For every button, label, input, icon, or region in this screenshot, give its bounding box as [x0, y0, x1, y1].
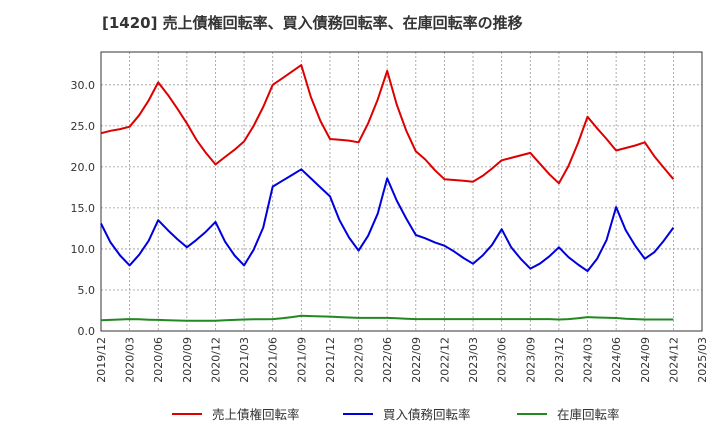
- legend-label: 買入債務回転率: [383, 407, 471, 422]
- x-tick-label: 2023/06: [496, 337, 509, 383]
- series-line-2: [100, 168, 675, 273]
- y-tick-label: 25.0: [71, 120, 96, 133]
- x-tick-label: 2024/03: [582, 337, 595, 383]
- x-tick-label: 2020/12: [209, 337, 222, 383]
- x-tick-label: 2022/09: [410, 337, 423, 383]
- x-tick-label: 2019/12: [95, 337, 108, 383]
- x-tick-label: 2023/12: [553, 337, 566, 383]
- y-axis: 0.0 5.0 10.0 15.0 20.0 25.0 30.0: [71, 79, 96, 338]
- x-tick-label: 2021/06: [267, 337, 280, 383]
- x-tick-label: 2024/06: [610, 337, 623, 383]
- y-tick-label: 5.0: [78, 284, 96, 297]
- y-tick-label: 0.0: [78, 325, 96, 338]
- x-tick-label: 2020/09: [181, 337, 194, 383]
- chart-title: [1420] 売上債権回転率、買入債務回転率、在庫回転率の推移: [102, 14, 523, 32]
- x-tick-label: 2021/12: [324, 337, 337, 383]
- y-tick-label: 10.0: [71, 243, 96, 256]
- x-tick-label: 2020/06: [152, 337, 165, 383]
- y-tick-label: 15.0: [71, 202, 96, 215]
- grid: [100, 52, 703, 332]
- x-tick-label: 2022/06: [381, 337, 394, 383]
- y-tick-label: 20.0: [71, 161, 96, 174]
- x-tick-label: 2021/03: [238, 337, 251, 383]
- x-tick-label: 2020/03: [124, 337, 137, 383]
- legend: 売上債権回転率 買入債務回転率 在庫回転率: [172, 407, 620, 422]
- legend-label: 在庫回転率: [557, 407, 620, 422]
- x-tick-label: 2024/09: [639, 337, 652, 383]
- series-line-1: [100, 64, 675, 185]
- x-tick-label: 2024/12: [667, 337, 680, 383]
- x-tick-label: 2025/03: [696, 337, 709, 383]
- series-lines: [100, 64, 675, 322]
- series-line-3: [100, 314, 674, 322]
- legend-label: 売上債権回転率: [212, 407, 300, 422]
- x-tick-label: 2022/03: [353, 337, 366, 383]
- x-axis: 2019/12 2020/03 2020/06 2020/09 2020/12 2021/…: [95, 337, 709, 383]
- x-tick-label: 2021/09: [295, 337, 308, 383]
- y-tick-label: 30.0: [71, 79, 96, 92]
- x-tick-label: 2023/03: [467, 337, 480, 383]
- x-tick-label: 2023/09: [524, 337, 537, 383]
- x-tick-label: 2022/12: [438, 337, 451, 383]
- plot-area: [100, 51, 703, 332]
